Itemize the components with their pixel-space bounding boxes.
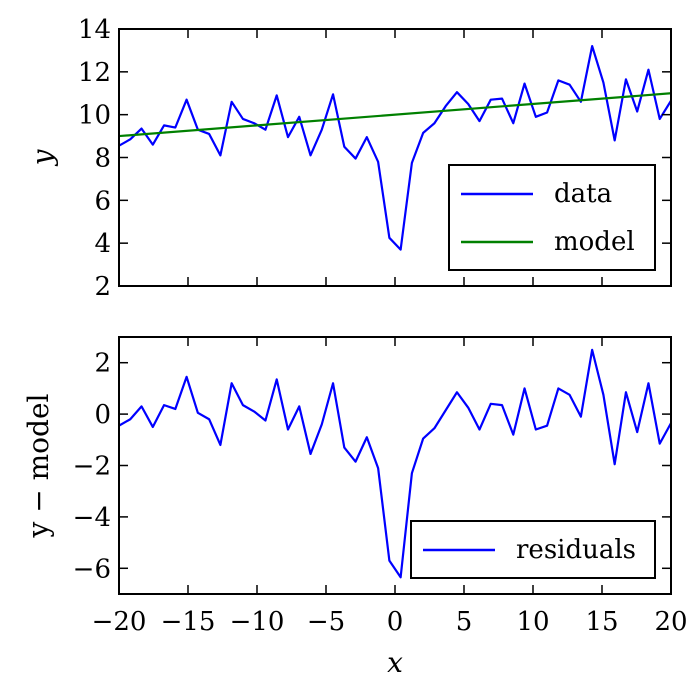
top-ytick-label: 14 — [78, 15, 111, 45]
bottom-xtick-label: 15 — [585, 607, 618, 637]
top-ytick-label: 2 — [94, 272, 111, 302]
top-ytick-label: 12 — [78, 58, 111, 88]
bottom-xtick-label: 10 — [516, 607, 549, 637]
bottom-xtick-label: −10 — [230, 607, 285, 637]
bottom-ytick-label: 2 — [94, 349, 111, 379]
bottom-xtick-label: −20 — [92, 607, 147, 637]
bottom-xtick-label: 20 — [654, 607, 687, 637]
bottom-series-residuals — [119, 348, 671, 579]
bottom-ytick-label: −2 — [73, 452, 111, 482]
top-ytick-label: 10 — [78, 101, 111, 131]
top-ytick-label: 4 — [94, 229, 111, 259]
bottom-legend: residuals — [410, 520, 656, 579]
bottom-xtick-label: 5 — [456, 607, 473, 637]
top-y-axis-label: y — [26, 148, 59, 167]
top-legend: data model — [448, 164, 656, 271]
top-series-data — [119, 45, 671, 251]
bottom-xtick-label: 0 — [387, 607, 404, 637]
bottom-x-axis-label: x — [387, 646, 403, 679]
top-legend-box — [448, 164, 656, 271]
top-legend-label-data: data — [554, 179, 612, 209]
top-panel: 2 4 6 8 10 12 14 y data model — [26, 15, 672, 302]
bottom-legend-label-residuals: residuals — [516, 535, 636, 565]
top-ytick-label: 8 — [94, 144, 111, 174]
bottom-ytick-label: −6 — [73, 554, 111, 584]
bottom-xtick-label: −15 — [161, 607, 216, 637]
top-series-model — [119, 92, 671, 138]
top-ytick-label: 6 — [94, 186, 111, 216]
top-legend-label-model: model — [554, 227, 635, 257]
bottom-ytick-label: −4 — [73, 503, 111, 533]
bottom-ytick-label: 0 — [94, 400, 111, 430]
bottom-y-axis-label: y − model — [22, 393, 55, 538]
bottom-xtick-label: −5 — [307, 607, 345, 637]
